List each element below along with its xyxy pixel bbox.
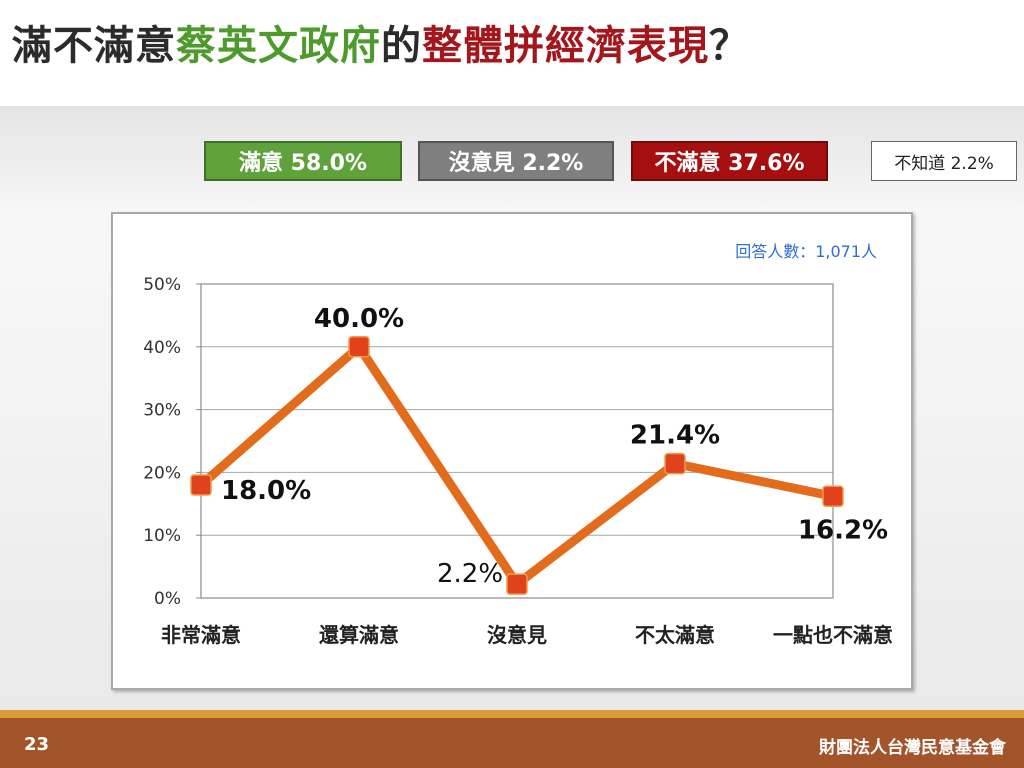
y-tick-label: 50% [143, 275, 181, 295]
data-value-label: 40.0% [314, 304, 404, 334]
dissatisfied-summary-box: 不滿意 37.6% [631, 141, 828, 181]
y-tick-label: 10% [143, 526, 181, 546]
title-part-1: 滿不滿意 [12, 23, 176, 69]
data-point-marker [664, 452, 686, 475]
y-tick-label: 0% [154, 589, 181, 609]
footer-accent-line [0, 710, 1024, 718]
data-point-marker [348, 336, 370, 358]
x-category-label: 不太滿意 [635, 623, 715, 647]
page-title: 滿不滿意蔡英文政府的整體拼經濟表現？ [12, 22, 750, 70]
data-value-label: 18.0% [221, 476, 311, 506]
title-part-4: 整體拼經濟表現 [422, 23, 709, 69]
data-point-marker [190, 474, 212, 496]
x-category-label: 還算滿意 [319, 623, 399, 647]
dont-know-summary-box: 不知道 2.2% [871, 141, 1017, 181]
y-tick-label: 40% [143, 338, 181, 358]
page-number: 23 [24, 734, 50, 755]
x-category-label: 一點也不滿意 [773, 623, 893, 647]
no-opinion-summary-box: 沒意見 2.2% [418, 141, 614, 181]
x-category-label: 非常滿意 [161, 623, 241, 647]
title-part-5: ？ [709, 23, 750, 69]
y-tick-label: 20% [143, 463, 181, 483]
title-part-2: 蔡英文政府 [176, 23, 381, 69]
x-category-label: 沒意見 [487, 623, 547, 647]
respondents-count: 回答人數：1,071人 [735, 242, 877, 261]
data-value-label: 2.2% [437, 559, 503, 589]
data-value-label: 21.4% [630, 421, 720, 451]
plot-area-border [200, 283, 834, 599]
y-tick-label: 30% [143, 401, 181, 421]
series-line [196, 342, 838, 589]
data-value-label: 16.2% [798, 515, 888, 545]
title-part-3: 的 [381, 23, 422, 69]
data-point-marker [506, 573, 528, 595]
satisfied-summary-box: 滿意 58.0% [204, 141, 402, 181]
organization-name: 財團法人台灣民意基金會 [819, 738, 1006, 758]
data-point-marker [822, 485, 844, 508]
footer-bar [0, 718, 1024, 768]
